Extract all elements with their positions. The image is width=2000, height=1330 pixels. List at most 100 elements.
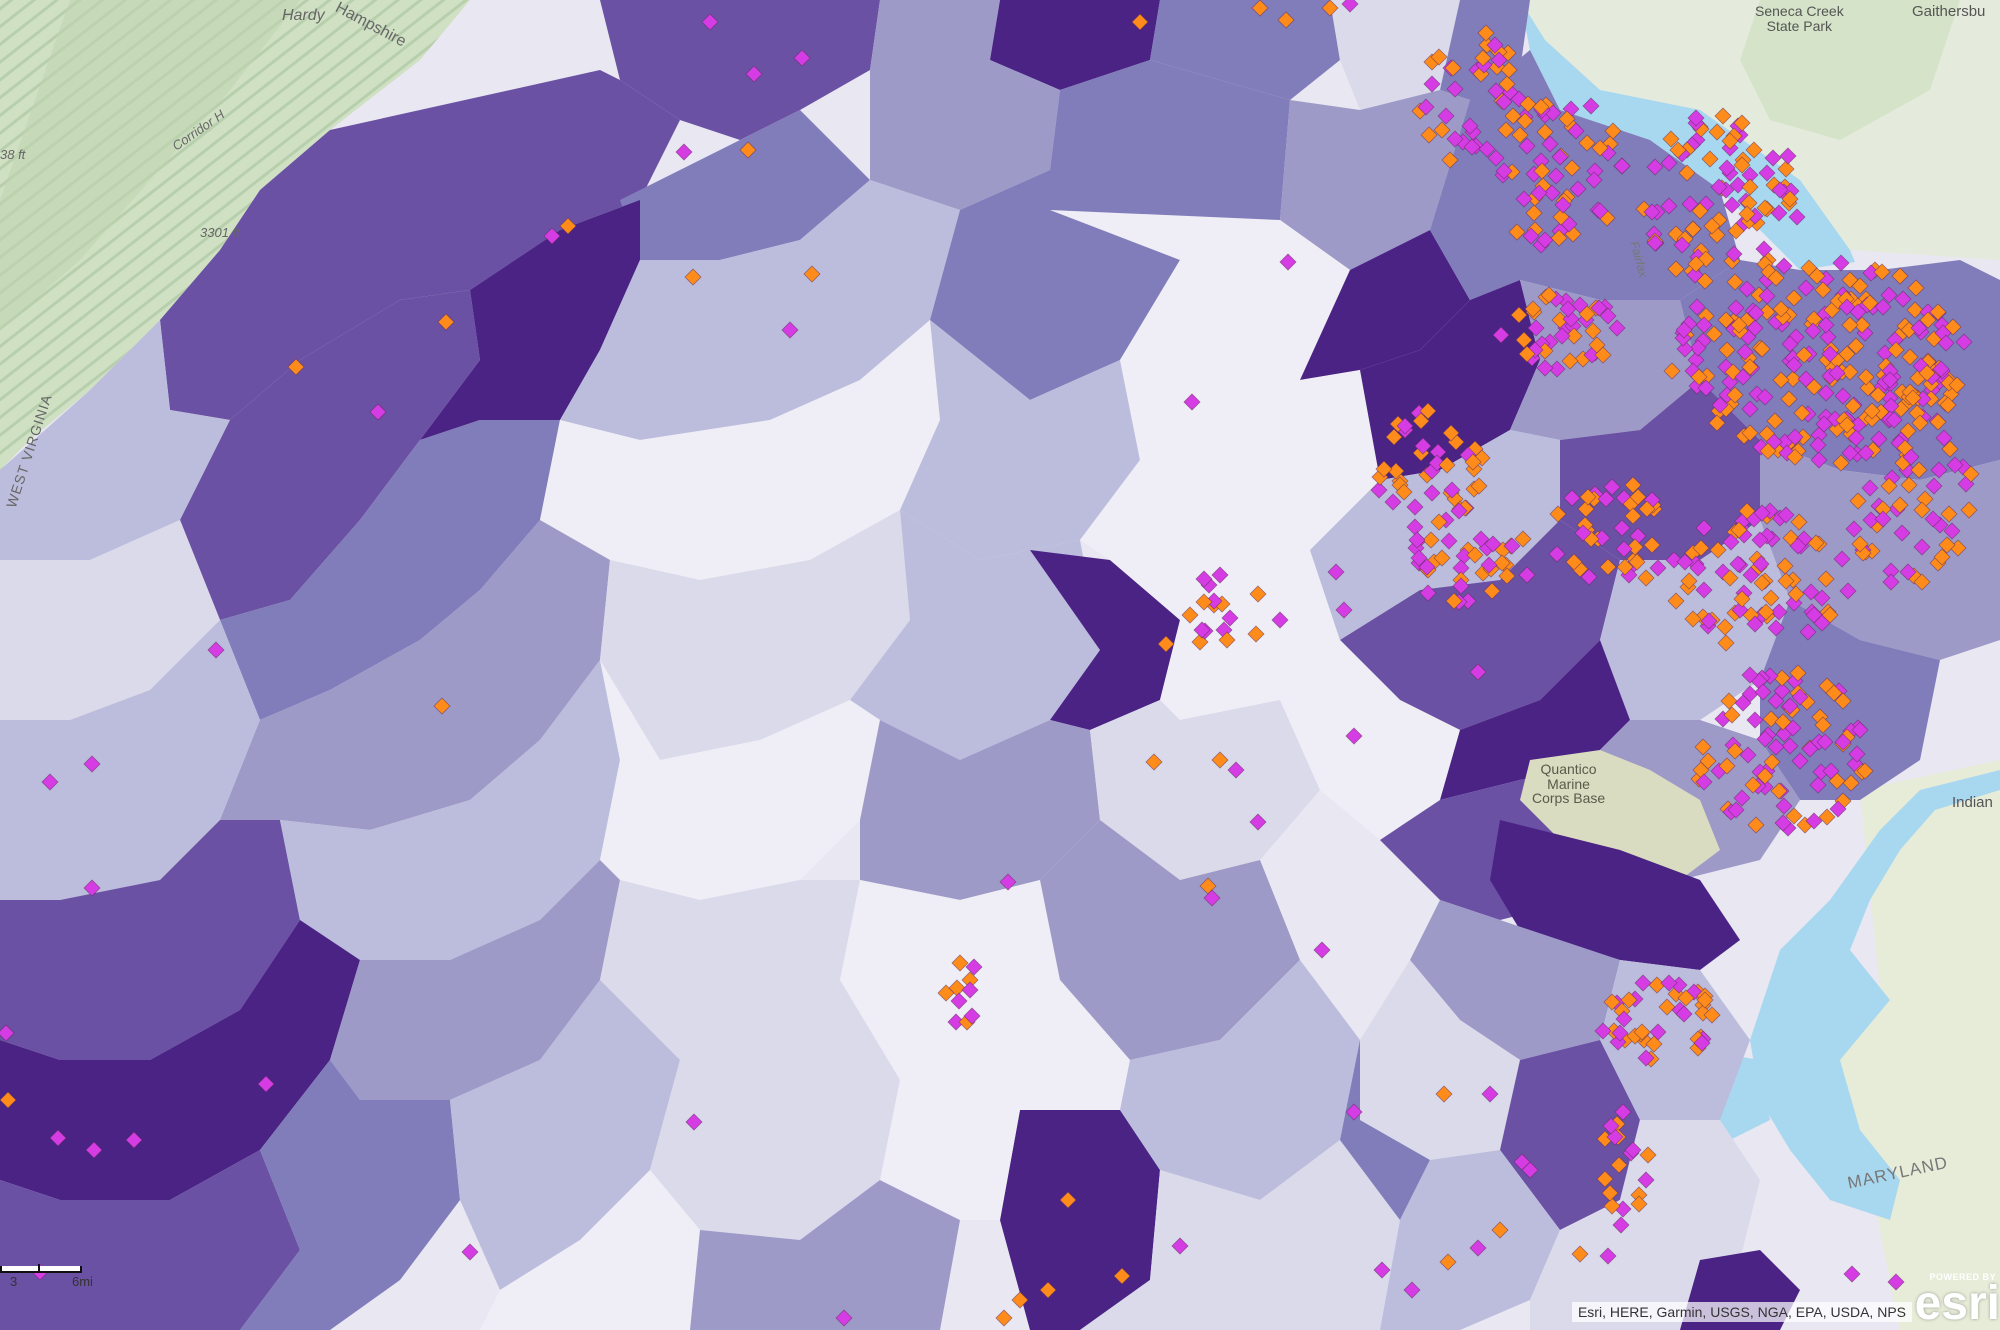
- magenta-point-marker[interactable]: [1313, 941, 1331, 959]
- magenta-point-marker[interactable]: [1183, 393, 1201, 411]
- orange-point-marker[interactable]: [1793, 404, 1811, 422]
- magenta-point-marker[interactable]: [1574, 524, 1592, 542]
- orange-point-marker[interactable]: [1941, 440, 1959, 458]
- magenta-point-marker[interactable]: [1791, 752, 1809, 770]
- magenta-point-marker[interactable]: [1461, 117, 1479, 135]
- orange-point-marker[interactable]: [1667, 260, 1685, 278]
- orange-point-marker[interactable]: [1705, 325, 1723, 343]
- orange-point-marker[interactable]: [1249, 585, 1267, 603]
- magenta-point-marker[interactable]: [1733, 789, 1751, 807]
- orange-point-marker[interactable]: [1696, 991, 1714, 1009]
- orange-point-marker[interactable]: [1667, 592, 1685, 610]
- orange-point-marker[interactable]: [1709, 541, 1727, 559]
- orange-point-marker[interactable]: [1785, 807, 1803, 825]
- orange-point-marker[interactable]: [1629, 488, 1647, 506]
- orange-point-marker[interactable]: [1603, 993, 1621, 1011]
- magenta-point-marker[interactable]: [1756, 730, 1774, 748]
- magenta-point-marker[interactable]: [1722, 533, 1740, 551]
- magenta-point-marker[interactable]: [1775, 257, 1793, 275]
- orange-point-marker[interactable]: [1772, 371, 1790, 389]
- magenta-point-marker[interactable]: [1841, 444, 1859, 462]
- magenta-point-marker[interactable]: [1718, 159, 1736, 177]
- orange-point-marker[interactable]: [1419, 402, 1437, 420]
- magenta-point-marker[interactable]: [745, 65, 763, 83]
- magenta-point-marker[interactable]: [1463, 138, 1481, 156]
- orange-point-marker[interactable]: [1720, 692, 1738, 710]
- magenta-point-marker[interactable]: [1660, 154, 1678, 172]
- orange-point-marker[interactable]: [1759, 442, 1777, 460]
- magenta-point-marker[interactable]: [1834, 387, 1852, 405]
- magenta-point-marker[interactable]: [1345, 727, 1363, 745]
- orange-point-marker[interactable]: [1691, 202, 1709, 220]
- magenta-point-marker[interactable]: [1767, 619, 1785, 637]
- magenta-point-marker[interactable]: [1880, 286, 1898, 304]
- magenta-point-marker[interactable]: [257, 1075, 275, 1093]
- orange-point-marker[interactable]: [1726, 742, 1744, 760]
- orange-point-marker[interactable]: [1727, 222, 1745, 240]
- orange-point-marker[interactable]: [433, 697, 451, 715]
- orange-point-marker[interactable]: [1579, 488, 1597, 506]
- orange-point-marker[interactable]: [1838, 416, 1856, 434]
- orange-point-marker[interactable]: [1891, 267, 1909, 285]
- orange-point-marker[interactable]: [1540, 286, 1558, 304]
- orange-point-marker[interactable]: [1929, 413, 1947, 431]
- magenta-point-marker[interactable]: [675, 143, 693, 161]
- orange-point-marker[interactable]: [1913, 573, 1931, 591]
- magenta-point-marker[interactable]: [1746, 711, 1764, 729]
- magenta-point-marker[interactable]: [1649, 559, 1667, 577]
- orange-point-marker[interactable]: [1784, 370, 1802, 388]
- orange-point-marker[interactable]: [1933, 548, 1951, 566]
- orange-point-marker[interactable]: [1643, 536, 1661, 554]
- orange-point-marker[interactable]: [1859, 379, 1877, 397]
- orange-point-marker[interactable]: [1721, 132, 1739, 150]
- magenta-point-marker[interactable]: [1851, 721, 1869, 739]
- magenta-point-marker[interactable]: [1646, 234, 1664, 252]
- orange-point-marker[interactable]: [1789, 664, 1807, 682]
- orange-point-marker[interactable]: [1438, 456, 1456, 474]
- orange-point-marker[interactable]: [1442, 424, 1460, 442]
- magenta-point-marker[interactable]: [1695, 581, 1713, 599]
- magenta-point-marker[interactable]: [1486, 36, 1504, 54]
- orange-point-marker[interactable]: [1596, 1170, 1614, 1188]
- orange-point-marker[interactable]: [1910, 461, 1928, 479]
- orange-point-marker[interactable]: [1690, 368, 1708, 386]
- magenta-point-marker[interactable]: [461, 1243, 479, 1261]
- orange-point-marker[interactable]: [1717, 634, 1735, 652]
- orange-point-marker[interactable]: [1703, 217, 1721, 235]
- magenta-point-marker[interactable]: [1775, 797, 1793, 815]
- orange-point-marker[interactable]: [1630, 1195, 1648, 1213]
- magenta-point-marker[interactable]: [1774, 814, 1792, 832]
- magenta-point-marker[interactable]: [1335, 601, 1353, 619]
- orange-point-marker[interactable]: [1491, 1221, 1509, 1239]
- magenta-point-marker[interactable]: [1893, 524, 1911, 542]
- magenta-point-marker[interactable]: [1221, 609, 1239, 627]
- magenta-point-marker[interactable]: [1870, 430, 1888, 448]
- orange-point-marker[interactable]: [1767, 269, 1785, 287]
- orange-point-marker[interactable]: [1716, 618, 1734, 636]
- magenta-point-marker[interactable]: [1582, 97, 1600, 115]
- orange-point-marker[interactable]: [1738, 502, 1756, 520]
- magenta-point-marker[interactable]: [83, 879, 101, 897]
- orange-point-marker[interactable]: [1571, 1245, 1589, 1263]
- orange-point-marker[interactable]: [1738, 205, 1756, 223]
- magenta-point-marker[interactable]: [1736, 343, 1754, 361]
- magenta-point-marker[interactable]: [1781, 697, 1799, 715]
- magenta-point-marker[interactable]: [1816, 733, 1834, 751]
- orange-point-marker[interactable]: [1853, 316, 1871, 334]
- magenta-point-marker[interactable]: [1686, 266, 1704, 284]
- orange-point-marker[interactable]: [1817, 570, 1835, 588]
- orange-point-marker[interactable]: [1251, 0, 1269, 17]
- orange-point-marker[interactable]: [1948, 376, 1966, 394]
- magenta-point-marker[interactable]: [1729, 555, 1747, 573]
- magenta-point-marker[interactable]: [0, 1024, 15, 1042]
- orange-point-marker[interactable]: [1550, 229, 1568, 247]
- magenta-point-marker[interactable]: [1480, 556, 1498, 574]
- orange-point-marker[interactable]: [1601, 1184, 1619, 1202]
- magenta-point-marker[interactable]: [1845, 520, 1863, 538]
- magenta-point-marker[interactable]: [1443, 481, 1461, 499]
- magenta-point-marker[interactable]: [781, 321, 799, 339]
- orange-point-marker[interactable]: [0, 1091, 17, 1109]
- magenta-point-marker[interactable]: [1802, 583, 1820, 601]
- magenta-point-marker[interactable]: [1414, 437, 1432, 455]
- orange-point-marker[interactable]: [1677, 989, 1695, 1007]
